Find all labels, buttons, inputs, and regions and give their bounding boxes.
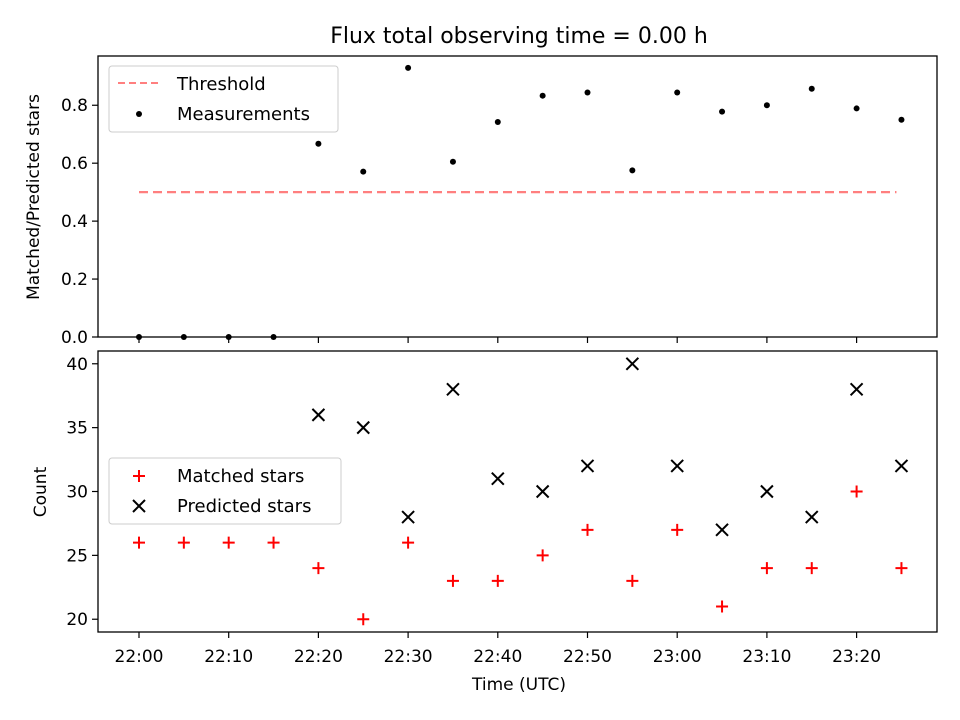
- matched-star-point: [357, 613, 370, 626]
- matched-star-point: [133, 536, 145, 549]
- predicted-star-point: [894, 459, 909, 473]
- matched-star-point: [312, 562, 325, 575]
- x-tick-label: 22:10: [204, 647, 253, 667]
- measurement-point: [405, 64, 412, 71]
- y-tick-label: 25: [66, 546, 88, 566]
- top-y-axis-label: Matched/Predicted stars: [24, 94, 44, 300]
- y-tick-label: 35: [66, 419, 88, 439]
- x-tick-label: 23:10: [742, 647, 791, 667]
- matched-star-point: [402, 536, 415, 549]
- bottom-y-axis-label: Count: [31, 466, 51, 517]
- predicted-star-point: [356, 420, 370, 435]
- measurement-point: [136, 334, 142, 340]
- predicted-star-point: [715, 523, 729, 537]
- predicted-star-point: [535, 484, 550, 499]
- x-tick-label: 23:00: [653, 647, 702, 667]
- measurement-point: [315, 140, 322, 147]
- matched-star-point: [581, 523, 594, 536]
- predicted-star-point: [491, 472, 505, 486]
- predicted-star-point: [446, 382, 460, 397]
- matched-star-point: [895, 562, 908, 575]
- matched-star-point: [177, 536, 190, 549]
- measurement-point: [629, 167, 636, 174]
- x-axis-label: Time (UTC): [471, 675, 566, 695]
- matched-star-point: [222, 536, 235, 549]
- measurements-legend-swatch: [136, 111, 142, 117]
- threshold-legend-label: Threshold: [176, 74, 266, 95]
- predicted-star-point: [805, 510, 819, 524]
- y-tick-label: 40: [66, 355, 88, 375]
- matched-star-point: [536, 549, 549, 562]
- y-tick-label: 0.0: [61, 328, 88, 348]
- x-tick-label: 22:00: [115, 647, 164, 667]
- matched-star-point: [850, 485, 863, 498]
- measurement-point: [270, 334, 277, 340]
- measurement-point: [719, 108, 726, 115]
- predicted-legend-label: Predicted stars: [177, 496, 311, 517]
- bottom-legend: Matched stars Predicted stars: [108, 457, 342, 525]
- top-panel: 0.00.20.40.60.8 Matched/Predicted stars …: [24, 55, 938, 348]
- y-tick-label: 0.6: [61, 154, 88, 174]
- predicted-star-point: [670, 459, 684, 473]
- top-y-axis: 0.0 0.2 0.4 0.6 0.8: [61, 96, 98, 348]
- measurement-point: [808, 85, 815, 92]
- predicted-star-point: [580, 459, 595, 473]
- bottom-chart-marks: [133, 357, 909, 626]
- predicted-star-point: [401, 510, 415, 524]
- x-tick-label: 22:40: [473, 647, 522, 667]
- matched-legend-swatch: [133, 470, 145, 482]
- predicted-star-point: [849, 382, 864, 397]
- measurement-point: [225, 334, 232, 340]
- measurements-legend-label: Measurements: [177, 104, 310, 125]
- chart-title: Flux total observing time = 0.00 h: [330, 24, 708, 49]
- measurement-point: [360, 168, 367, 175]
- matched-star-point: [491, 574, 504, 587]
- predicted-star-point: [311, 408, 326, 422]
- measurement-point: [898, 116, 905, 123]
- measurement-point: [853, 105, 860, 112]
- top-chart-marks: [136, 64, 905, 340]
- matched-star-point: [716, 600, 729, 613]
- x-tick-label: 23:20: [832, 647, 881, 667]
- measurement-point: [674, 89, 681, 96]
- y-tick-label: 0.8: [61, 96, 88, 116]
- matched-star-point: [626, 574, 639, 587]
- measurement-point: [763, 102, 770, 109]
- measurement-point: [539, 92, 546, 99]
- top-legend: Threshold Measurements: [108, 65, 339, 133]
- matched-star-point: [671, 523, 684, 536]
- matched-star-point: [760, 562, 773, 575]
- x-tick-label: 22:30: [384, 647, 433, 667]
- top-legend-box: [108, 65, 339, 133]
- y-tick-label: 20: [66, 610, 88, 630]
- predicted-star-point: [625, 357, 640, 371]
- matched-legend-label: Matched stars: [177, 466, 304, 487]
- x-tick-label: 22:20: [294, 647, 343, 667]
- bottom-panel: 20 25 30 35 40 22:00 22:10 22:20 22:30 22:40 22:5…: [31, 350, 938, 695]
- measurement-point: [494, 119, 501, 126]
- y-tick-label: 30: [66, 483, 88, 503]
- bottom-y-axis: 20 25 30 35 40: [66, 355, 98, 630]
- bottom-x-axis: 22:00 22:10 22:20 22:30 22:40 22:50 23:00 23:10…: [115, 632, 881, 667]
- x-tick-label: 22:50: [563, 647, 612, 667]
- measurement-point: [449, 158, 456, 165]
- predicted-legend-swatch: [132, 499, 146, 513]
- matched-star-point: [805, 562, 818, 575]
- measurement-point: [180, 334, 187, 340]
- matched-star-point: [267, 536, 280, 549]
- y-tick-label: 0.4: [61, 212, 88, 232]
- measurement-point: [584, 89, 591, 96]
- y-tick-label: 0.2: [61, 270, 88, 290]
- predicted-star-point: [760, 484, 774, 499]
- bottom-legend-box: [108, 457, 342, 525]
- matched-star-point: [446, 574, 459, 587]
